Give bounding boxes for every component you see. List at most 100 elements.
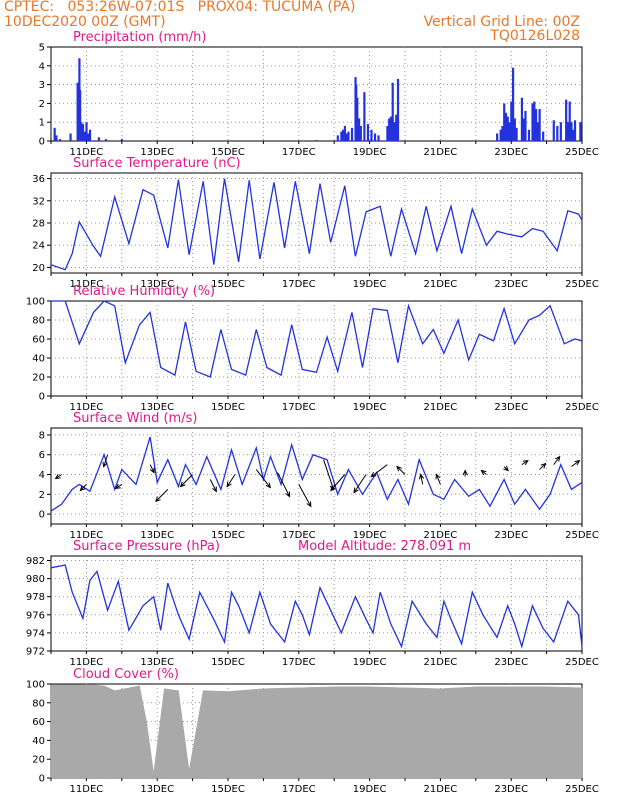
precip-bar <box>559 122 562 141</box>
wind-arrowhead <box>114 483 121 490</box>
wind-arrow <box>323 459 335 490</box>
precip-bar <box>97 137 100 141</box>
y-tick-label: 60 <box>32 717 45 728</box>
y-tick-label: 40 <box>32 354 45 365</box>
wind-arrow <box>155 489 169 502</box>
y-tick-label: 20 <box>32 263 45 274</box>
precip-bar <box>538 109 541 141</box>
wind-arrowhead <box>306 501 312 508</box>
x-tick-label: 17DEC <box>282 147 316 158</box>
wind-arrowhead <box>574 459 581 466</box>
panel-4: 0 2 4 6 8 11DEC 13DEC 15DEC 17DEC 19DEC 21DEC 23DEC… <box>39 411 599 541</box>
wind-arrow <box>553 456 561 465</box>
wind-arrow <box>209 479 217 492</box>
cloud-area <box>510 686 547 779</box>
wind-arrowhead <box>480 469 487 476</box>
x-tick-label: 25DEC <box>565 530 599 541</box>
x-tick-label: 11DEC <box>70 147 104 158</box>
x-tick-label: 21DEC <box>424 147 458 158</box>
precip-bar <box>552 120 555 141</box>
cloud-area <box>139 685 147 779</box>
precip-bar <box>357 118 361 141</box>
precip-bar <box>520 97 524 141</box>
x-tick-label: 25DEC <box>565 279 599 290</box>
cloud-area <box>146 721 154 779</box>
header-model-id: TQ0126L028 <box>490 28 580 44</box>
y-tick-label: 20 <box>32 373 45 384</box>
precip-bar <box>388 118 391 141</box>
wind-arrowhead <box>79 485 86 492</box>
cloud-area <box>369 686 406 779</box>
wind-arrow <box>255 469 271 488</box>
x-tick-label: 25DEC <box>565 147 599 158</box>
precip-bar <box>499 129 502 141</box>
x-tick-label: 17DEC <box>282 279 316 290</box>
x-tick-label: 23DEC <box>494 147 528 158</box>
precip-bar <box>531 103 534 141</box>
wind-arrowhead <box>179 481 186 488</box>
x-tick-label: 19DEC <box>353 147 387 158</box>
precip-bar <box>513 118 516 141</box>
y-tick-label: 978 <box>26 592 45 603</box>
wind-arrowhead <box>102 461 108 468</box>
wind-arrowhead <box>285 491 291 498</box>
x-tick-label: 15DEC <box>211 147 245 158</box>
wind-arrow <box>353 474 367 493</box>
wind-arrow <box>115 483 123 489</box>
precip-bar <box>534 109 538 141</box>
y-tick-label: 100 <box>26 680 45 691</box>
wind-arrow <box>396 466 406 475</box>
x-tick-label: 19DEC <box>353 402 387 413</box>
x-tick-label: 23DEC <box>494 279 528 290</box>
precip-bar <box>345 133 348 141</box>
precip-bar <box>556 125 559 141</box>
wind-arrowhead <box>435 473 441 480</box>
wind-arrowhead <box>330 485 336 492</box>
x-tick-label: 13DEC <box>140 147 174 158</box>
x-tick-label: 13DEC <box>140 784 174 795</box>
y-tick-label: 20 <box>32 755 45 766</box>
wind-arrowhead <box>396 465 402 472</box>
precip-bar <box>533 101 536 141</box>
series-line <box>50 436 583 512</box>
x-tick-label: 21DEC <box>424 530 458 541</box>
wind-arrowhead <box>353 487 359 494</box>
wind-arrowhead <box>522 459 529 466</box>
precip-bar <box>393 122 396 141</box>
panel-6: 0 20 40 60 80 100 11DEC 13DEC 15DEC 17DEC 19DEC 21D… <box>26 667 599 795</box>
precip-bar <box>542 131 545 141</box>
y-tick-label: 0 <box>39 137 45 148</box>
panel-1: 0 1 2 3 4 5 11DEC 13DEC 15DEC 17DEC 19DEC 21DEC 23DE… <box>39 30 599 158</box>
x-tick-label: 23DEC <box>494 657 528 668</box>
precip-bar <box>76 82 79 141</box>
precip-bar <box>53 127 56 141</box>
x-tick-label: 11DEC <box>70 402 104 413</box>
panel-title: Surface Wind (m/s) <box>73 411 197 426</box>
panel-frame <box>50 300 583 397</box>
panel-2: 20 24 28 32 36 11DEC 13DEC 15DEC 17DEC 19DEC 21DEC… <box>32 156 599 290</box>
precip-bar <box>104 139 108 141</box>
y-tick-label: 976 <box>26 610 45 621</box>
panel-title: Precipitation (mm/h) <box>73 30 206 45</box>
precip-bar <box>88 129 92 141</box>
precip-bar <box>85 122 88 141</box>
y-tick-label: 4 <box>39 61 45 72</box>
panel-frame <box>50 172 583 274</box>
cloud-area <box>103 685 115 779</box>
wind-arrow <box>149 464 155 473</box>
precip-bar <box>340 131 343 141</box>
x-tick-label: 21DEC <box>424 279 458 290</box>
y-tick-label: 974 <box>26 628 45 639</box>
x-tick-label: 21DEC <box>424 402 458 413</box>
cloud-area <box>440 686 477 779</box>
series-line <box>50 564 583 649</box>
x-tick-label: 15DEC <box>211 657 245 668</box>
wind-arrow <box>277 472 291 497</box>
precip-bar <box>58 139 62 141</box>
wind-arrow <box>298 484 312 507</box>
x-tick-label: 13DEC <box>140 530 174 541</box>
y-tick-label: 5 <box>39 43 45 54</box>
x-tick-label: 13DEC <box>140 402 174 413</box>
cloud-area <box>153 688 165 779</box>
